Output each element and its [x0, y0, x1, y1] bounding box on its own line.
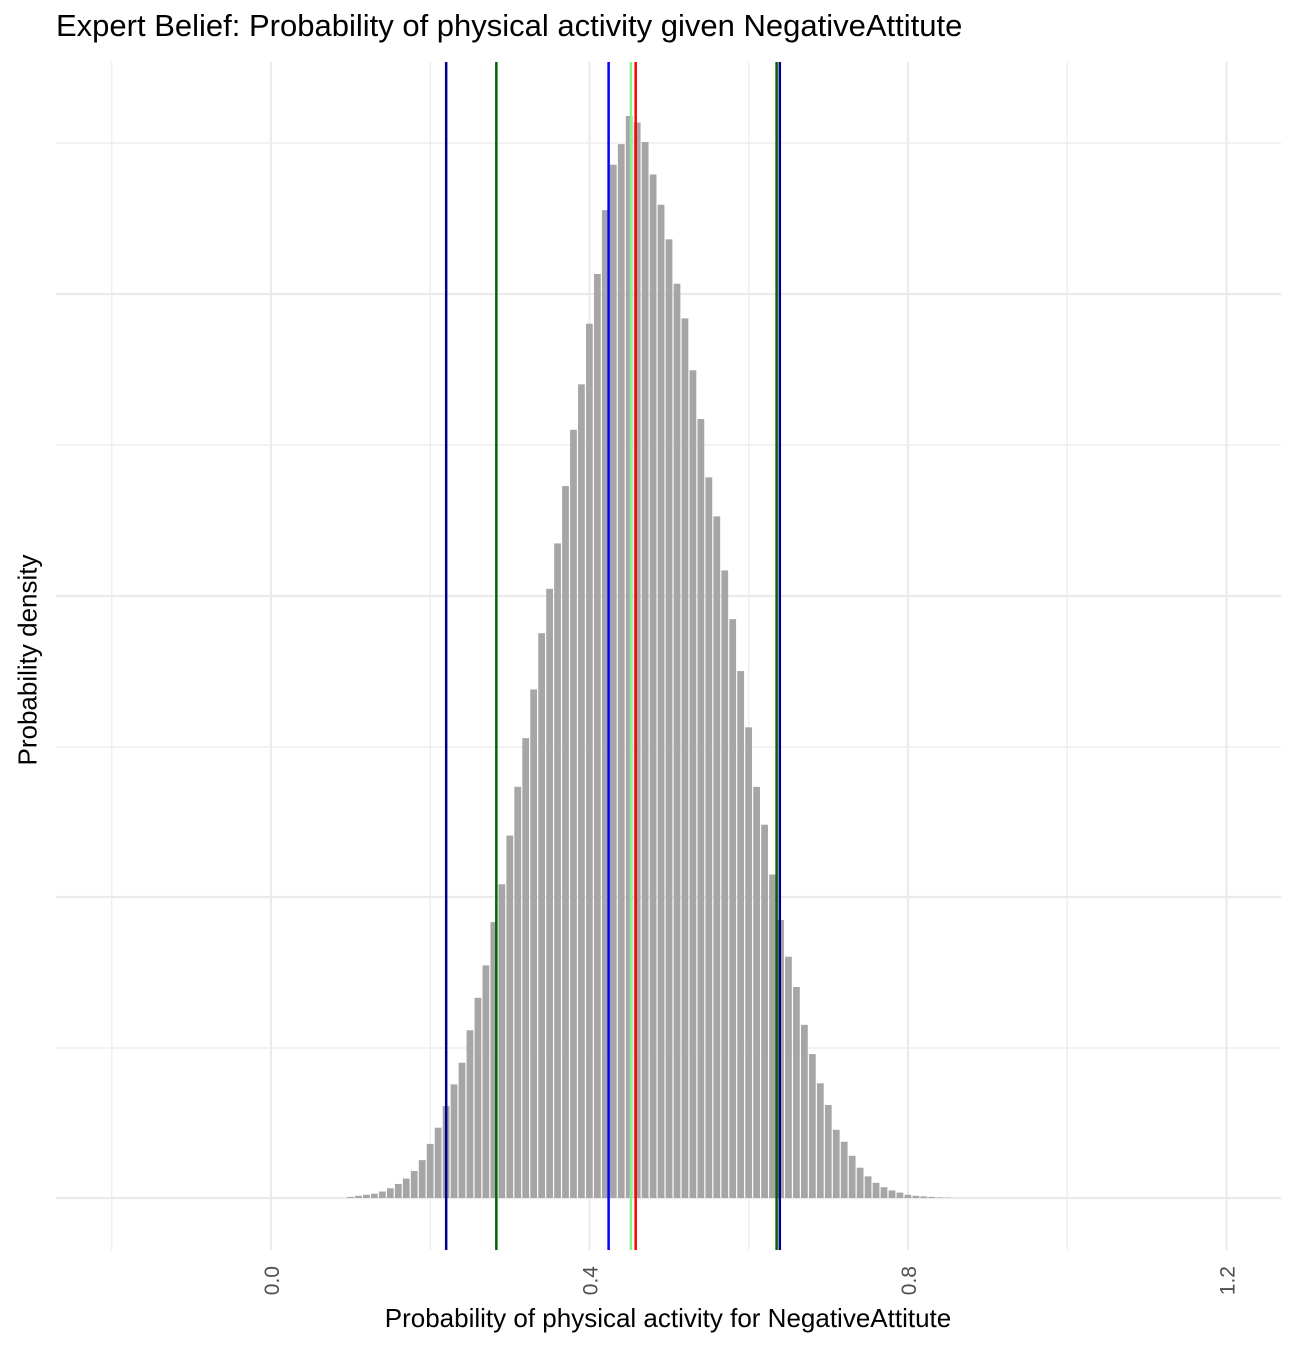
- histogram-bar: [378, 1191, 386, 1198]
- histogram-bar: [498, 884, 506, 1198]
- chart-title: Expert Belief: Probability of physical a…: [56, 8, 963, 43]
- histogram-bar: [482, 965, 490, 1198]
- histogram-bar: [386, 1188, 394, 1198]
- histogram-bar: [657, 204, 665, 1198]
- histogram-bar: [458, 1062, 466, 1198]
- histogram-bar: [864, 1176, 872, 1198]
- histogram-bar: [848, 1155, 856, 1198]
- histogram-bar: [753, 786, 760, 1198]
- histogram-bar: [729, 619, 737, 1198]
- histogram-bar: [466, 1030, 474, 1198]
- histogram-bar: [601, 210, 609, 1198]
- histogram-bar: [761, 824, 768, 1198]
- histogram-bar: [793, 987, 800, 1198]
- histogram-bar: [633, 122, 641, 1199]
- histogram-bar: [546, 588, 553, 1198]
- histogram-bar: [912, 1195, 920, 1198]
- histogram-bar: [840, 1141, 848, 1198]
- histogram-bar: [562, 486, 569, 1198]
- histogram-bar: [745, 727, 753, 1198]
- histogram-bar: [538, 633, 546, 1198]
- histogram-bar: [570, 429, 577, 1198]
- histogram-bar: [625, 116, 633, 1198]
- histogram-bar: [801, 1024, 808, 1198]
- histogram-bar: [673, 283, 681, 1199]
- histogram-bar: [665, 239, 673, 1198]
- histogram-bar: [920, 1196, 928, 1198]
- histogram-bar: [928, 1196, 936, 1198]
- histogram-bar: [474, 997, 482, 1198]
- histogram-bar: [824, 1104, 832, 1198]
- histogram-bar: [896, 1192, 904, 1198]
- histogram-bar: [769, 874, 776, 1198]
- histogram-bars: [347, 116, 952, 1199]
- histogram-bar: [832, 1129, 840, 1198]
- histogram-bar: [904, 1194, 912, 1198]
- histogram-bar: [363, 1194, 370, 1198]
- histogram-bar: [593, 273, 601, 1198]
- histogram-bar: [785, 956, 792, 1198]
- histogram-bar: [554, 543, 561, 1198]
- histogram-bar: [506, 835, 514, 1198]
- histogram-bar: [697, 418, 705, 1199]
- histogram-bar: [355, 1195, 362, 1198]
- histogram-bar: [936, 1197, 944, 1198]
- histogram-bar: [394, 1183, 402, 1198]
- histogram-bar: [347, 1196, 354, 1198]
- histogram-bar: [808, 1054, 816, 1198]
- histogram-bar: [434, 1127, 442, 1198]
- histogram-bar: [880, 1187, 888, 1198]
- histogram-bar: [609, 164, 617, 1199]
- histogram-bar: [426, 1143, 434, 1198]
- histogram-bar: [617, 144, 625, 1199]
- x-tick-label: 0.4: [580, 1266, 603, 1296]
- y-axis-label: Probability density: [12, 554, 43, 766]
- histogram-bar: [888, 1190, 896, 1198]
- histogram-bar: [713, 516, 721, 1198]
- histogram-bar: [872, 1182, 880, 1198]
- histogram-bar: [530, 689, 538, 1198]
- x-tick-label: 1.2: [1217, 1266, 1240, 1295]
- histogram-bar: [816, 1083, 824, 1198]
- histogram-bar: [450, 1084, 458, 1198]
- x-tick-label: 0.0: [261, 1266, 284, 1295]
- histogram-bar: [410, 1170, 418, 1198]
- histogram-bar: [737, 671, 745, 1198]
- histogram-bar: [522, 738, 530, 1198]
- histogram-bar: [578, 384, 585, 1198]
- histogram-bar: [514, 786, 522, 1198]
- x-axis-label: Probability of physical activity for Neg…: [384, 1303, 952, 1333]
- histogram-bar: [705, 477, 713, 1198]
- histogram-bar: [689, 370, 697, 1198]
- histogram-bar: [649, 174, 657, 1199]
- histogram-bar: [402, 1178, 410, 1198]
- histogram-bar: [641, 141, 649, 1198]
- x-tick-label: 0.8: [898, 1266, 921, 1295]
- histogram-bar: [681, 318, 689, 1199]
- reference-lines: [444, 62, 782, 1250]
- x-tick-labels: 0.0 0.4 0.8 1.2: [261, 1266, 1240, 1296]
- histogram-bar: [856, 1167, 864, 1198]
- histogram-bar: [490, 922, 498, 1198]
- histogram-bar: [371, 1193, 378, 1198]
- histogram-bar: [721, 570, 729, 1198]
- histogram-bar: [586, 323, 593, 1198]
- histogram-bar: [418, 1160, 426, 1198]
